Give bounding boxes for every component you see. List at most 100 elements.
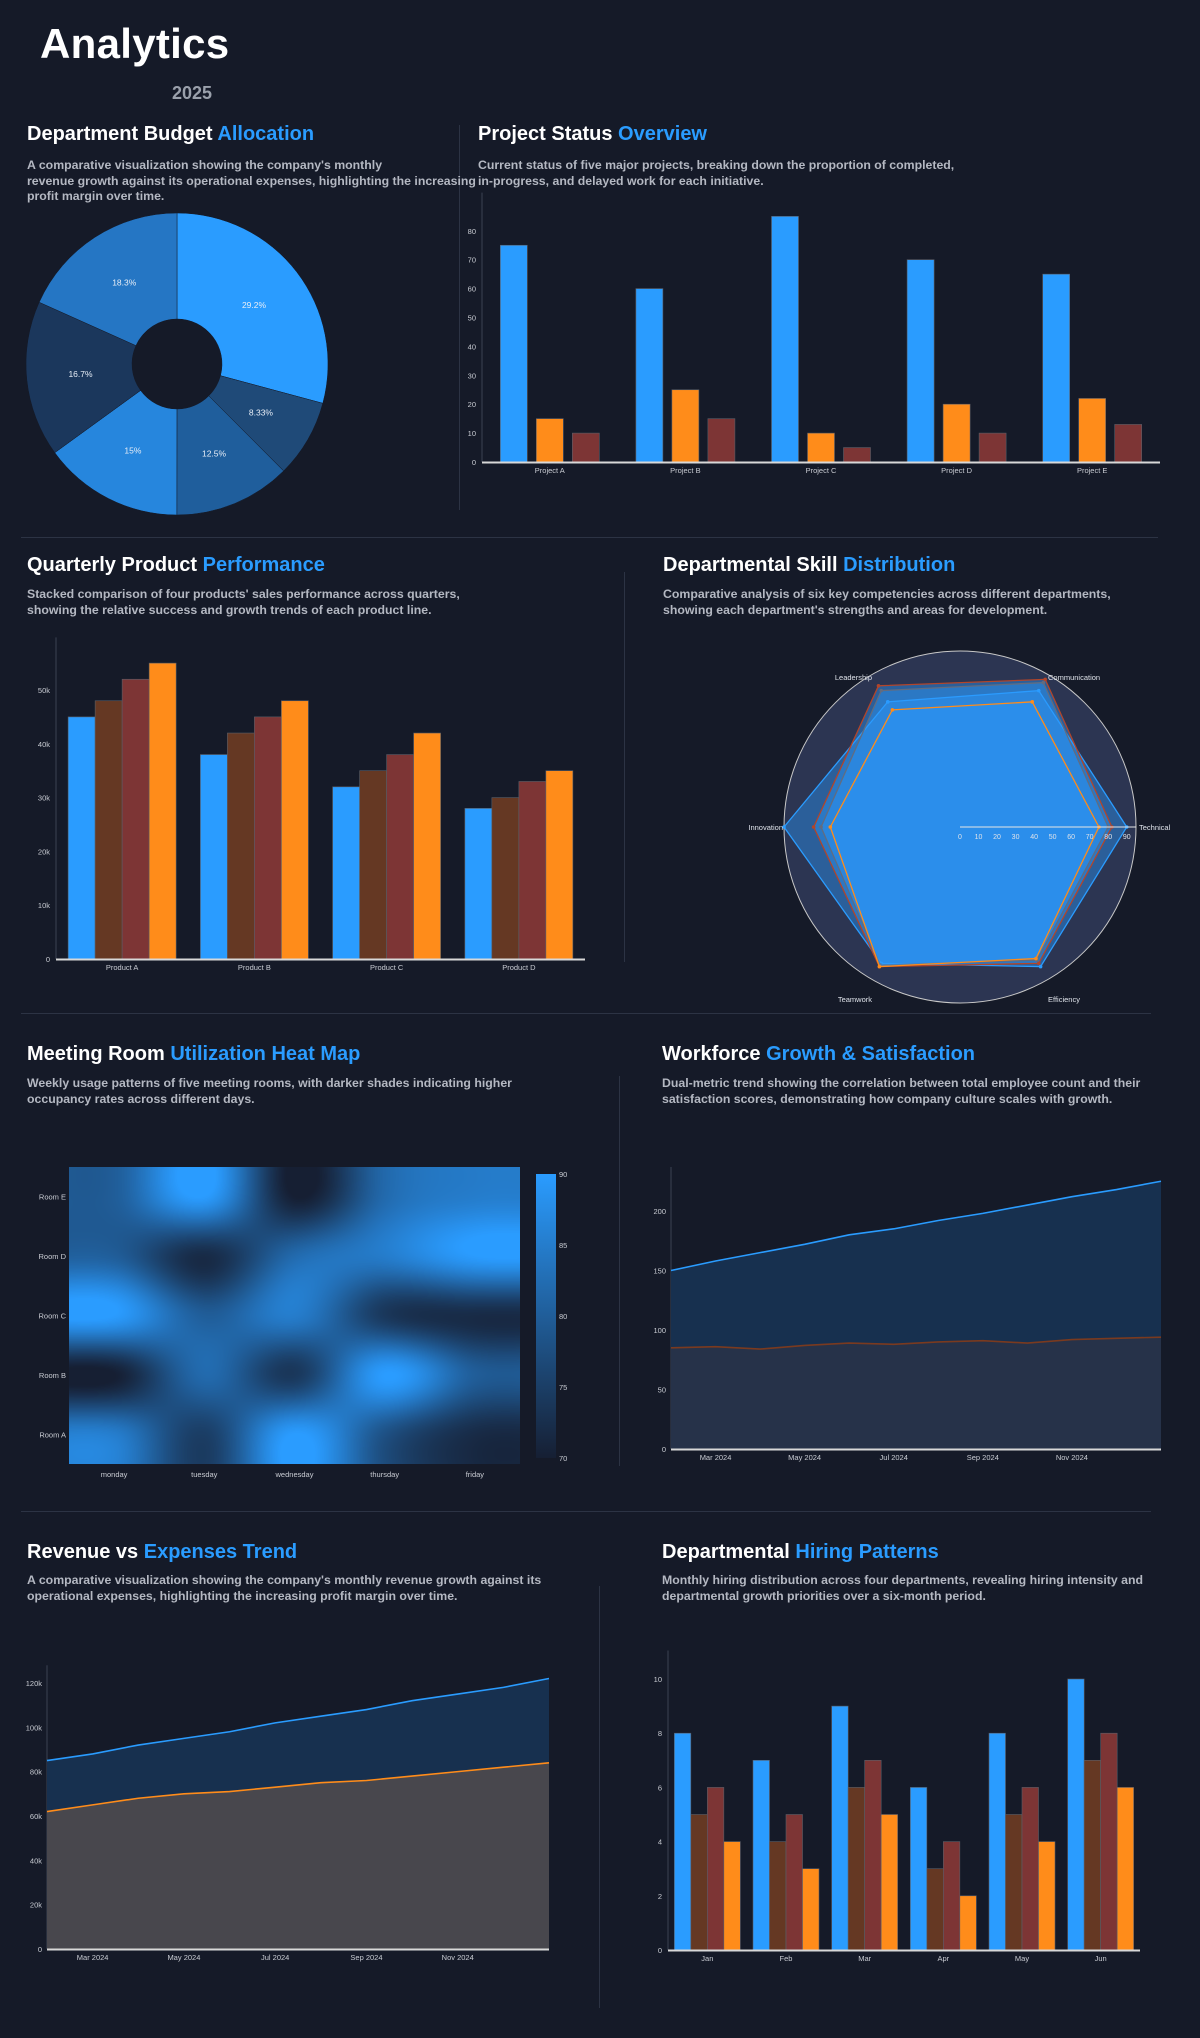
radar-axis-label: Leadership [835, 673, 872, 682]
y-tick-label: Room A [39, 1430, 66, 1439]
bar [926, 1868, 944, 1951]
y-tick-label: 0 [472, 458, 476, 467]
bar [499, 244, 528, 463]
y-tick-label: 40k [38, 740, 50, 749]
bar [910, 1787, 928, 1951]
y-tick-label: 50k [38, 686, 50, 695]
x-tick-label: Product C [370, 963, 404, 972]
bar [671, 389, 700, 463]
product-performance-bar-chart: 0 10k 20k 30k 40k 50k Product A Product B Produc… [38, 637, 585, 972]
y-tick-label: 60k [30, 1812, 42, 1821]
heatmap-cell [159, 1405, 249, 1464]
radar-point [885, 700, 890, 704]
y-tick-label: 10 [468, 429, 476, 438]
heatmap-cell [69, 1286, 159, 1345]
y-tick-label: 70 [468, 256, 476, 265]
bar [1042, 273, 1070, 463]
section-description-skill-distribution: Comparative analysis of six key competen… [663, 587, 1111, 617]
radar-axis-label: Technical [1139, 823, 1171, 832]
y-tick-label: 150 [653, 1267, 666, 1276]
skill-radar-chart: 0 10 20 30 40 50 60 70 80 90 Technical Communicatio… [748, 650, 1171, 1004]
section-title-product-performance: Quarterly Product Performance [27, 554, 325, 576]
pie-slice [176, 212, 329, 404]
bar [1038, 1841, 1056, 1951]
section-title-room-heatmap: Meeting Room Utilization Heat Map [27, 1043, 361, 1065]
y-tick-label: 10 [654, 1675, 662, 1684]
colorbar-tick-label: 80 [559, 1312, 567, 1321]
y-tick-label: 100k [26, 1723, 43, 1732]
page-title: Analytics [40, 20, 230, 67]
heatmap-cell [340, 1405, 430, 1464]
radial-tick-label: 50 [1049, 834, 1057, 841]
y-tick-label: Room E [39, 1193, 66, 1202]
area-fill [671, 1337, 1161, 1449]
revenue-expenses-area-chart: 0 20k 40k 60k 80k 100k 120k Mar 2024 May 2024 Jul… [26, 1665, 550, 1962]
x-tick-label: Project C [806, 466, 837, 475]
heatmap-cell [159, 1286, 249, 1345]
pie-slice [176, 395, 285, 516]
radar-point [1036, 688, 1041, 693]
colorbar [536, 1174, 556, 1458]
y-tick-label: 6 [658, 1783, 662, 1792]
x-tick-label: Project A [535, 466, 565, 475]
radial-tick-label: 90 [1123, 834, 1131, 841]
bar [359, 770, 387, 960]
bar [978, 432, 1007, 463]
bar [464, 808, 493, 960]
row-divider [21, 1511, 1151, 1512]
radar-point [1038, 964, 1043, 969]
section-title-budget: Department Budget Allocation [27, 123, 315, 145]
bar [491, 797, 520, 960]
x-tick-label: May 2024 [167, 1953, 200, 1962]
y-tick-label: Room D [38, 1252, 66, 1261]
section-description-budget: A comparative visualization showing the … [27, 158, 476, 203]
row-divider [21, 537, 1158, 538]
bar [831, 1705, 849, 1951]
pie-slice-label: 8.33% [249, 408, 274, 418]
radar-point [877, 964, 882, 969]
x-tick-label: wednesday [275, 1470, 314, 1479]
x-tick-label: Project B [670, 466, 700, 475]
y-tick-label: 80 [468, 227, 476, 236]
pie-slice-label: 12.5% [202, 449, 227, 459]
series-line [670, 1180, 1162, 1272]
bar [807, 432, 835, 463]
bar [723, 1841, 741, 1951]
bar [535, 418, 564, 463]
x-tick-label: Product B [238, 963, 271, 972]
heatmap-cell [340, 1167, 430, 1226]
y-tick-label: 60 [468, 285, 476, 294]
section-title-project-status: Project Status Overview [478, 123, 707, 145]
section-description-hiring: Monthly hiring distribution across four … [662, 1573, 1143, 1603]
colorbar-tick-label: 90 [559, 1170, 567, 1179]
radial-tick-label: 0 [958, 834, 962, 841]
heatmap-cell [249, 1286, 339, 1345]
bar [1116, 1787, 1134, 1951]
x-tick-label: Sep 2024 [967, 1453, 999, 1462]
bar [413, 732, 441, 960]
bar [1005, 1814, 1023, 1951]
bar [1078, 398, 1106, 463]
bar [332, 786, 360, 960]
bar [518, 781, 547, 960]
column-divider [619, 1076, 620, 1466]
bar [785, 1814, 803, 1951]
heatmap-cell [69, 1345, 159, 1404]
colorbar-tick-label: 75 [559, 1383, 567, 1392]
radar-point [890, 708, 895, 712]
pie-slice [25, 301, 141, 454]
heatmap-cell [159, 1345, 249, 1404]
column-divider [599, 1586, 600, 2008]
x-tick-label: Nov 2024 [1056, 1453, 1088, 1462]
x-tick-label: thursday [370, 1470, 399, 1479]
pie-slice [54, 390, 178, 516]
series-line [46, 1761, 550, 1813]
room-heatmap: Room A Room B Room C Room D Room E monday tues… [38, 1167, 567, 1479]
y-tick-label: 0 [38, 1945, 42, 1954]
x-tick-label: Feb [780, 1954, 793, 1963]
bar [635, 288, 664, 463]
bar [281, 700, 309, 960]
bar [802, 1868, 820, 1951]
x-tick-label: Mar 2024 [700, 1453, 732, 1462]
